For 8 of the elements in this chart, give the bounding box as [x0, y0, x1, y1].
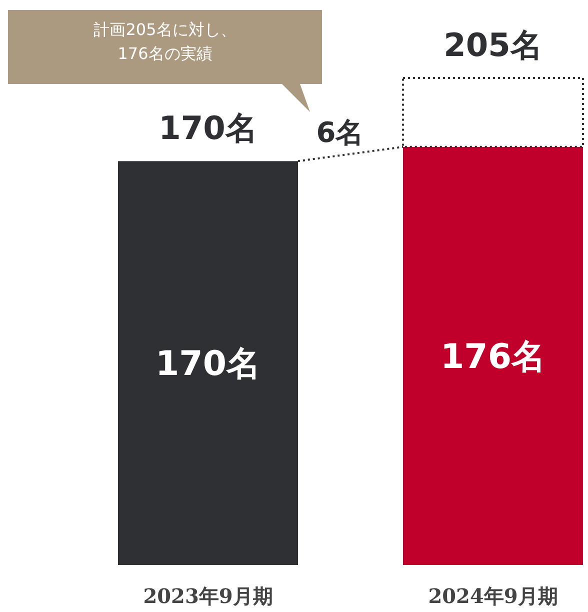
data-label: 170名 [156, 344, 260, 384]
x-tick-label: 2023年9月期 [143, 584, 273, 608]
annotation: 6名 [316, 116, 364, 149]
x-tick-label: 2024年9月期 [428, 584, 558, 608]
callout: 計画205名に対し、176名の実績 [8, 10, 322, 112]
total-label: 170名 [158, 109, 258, 148]
data-label: 176名 [440, 336, 546, 377]
total-label: 205名 [444, 26, 542, 64]
